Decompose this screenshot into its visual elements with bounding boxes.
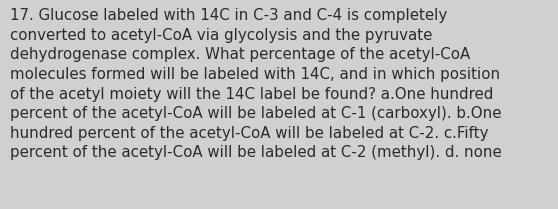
Text: 17. Glucose labeled with 14C in C-3 and C-4 is completely
converted to acetyl-Co: 17. Glucose labeled with 14C in C-3 and … (10, 8, 502, 160)
